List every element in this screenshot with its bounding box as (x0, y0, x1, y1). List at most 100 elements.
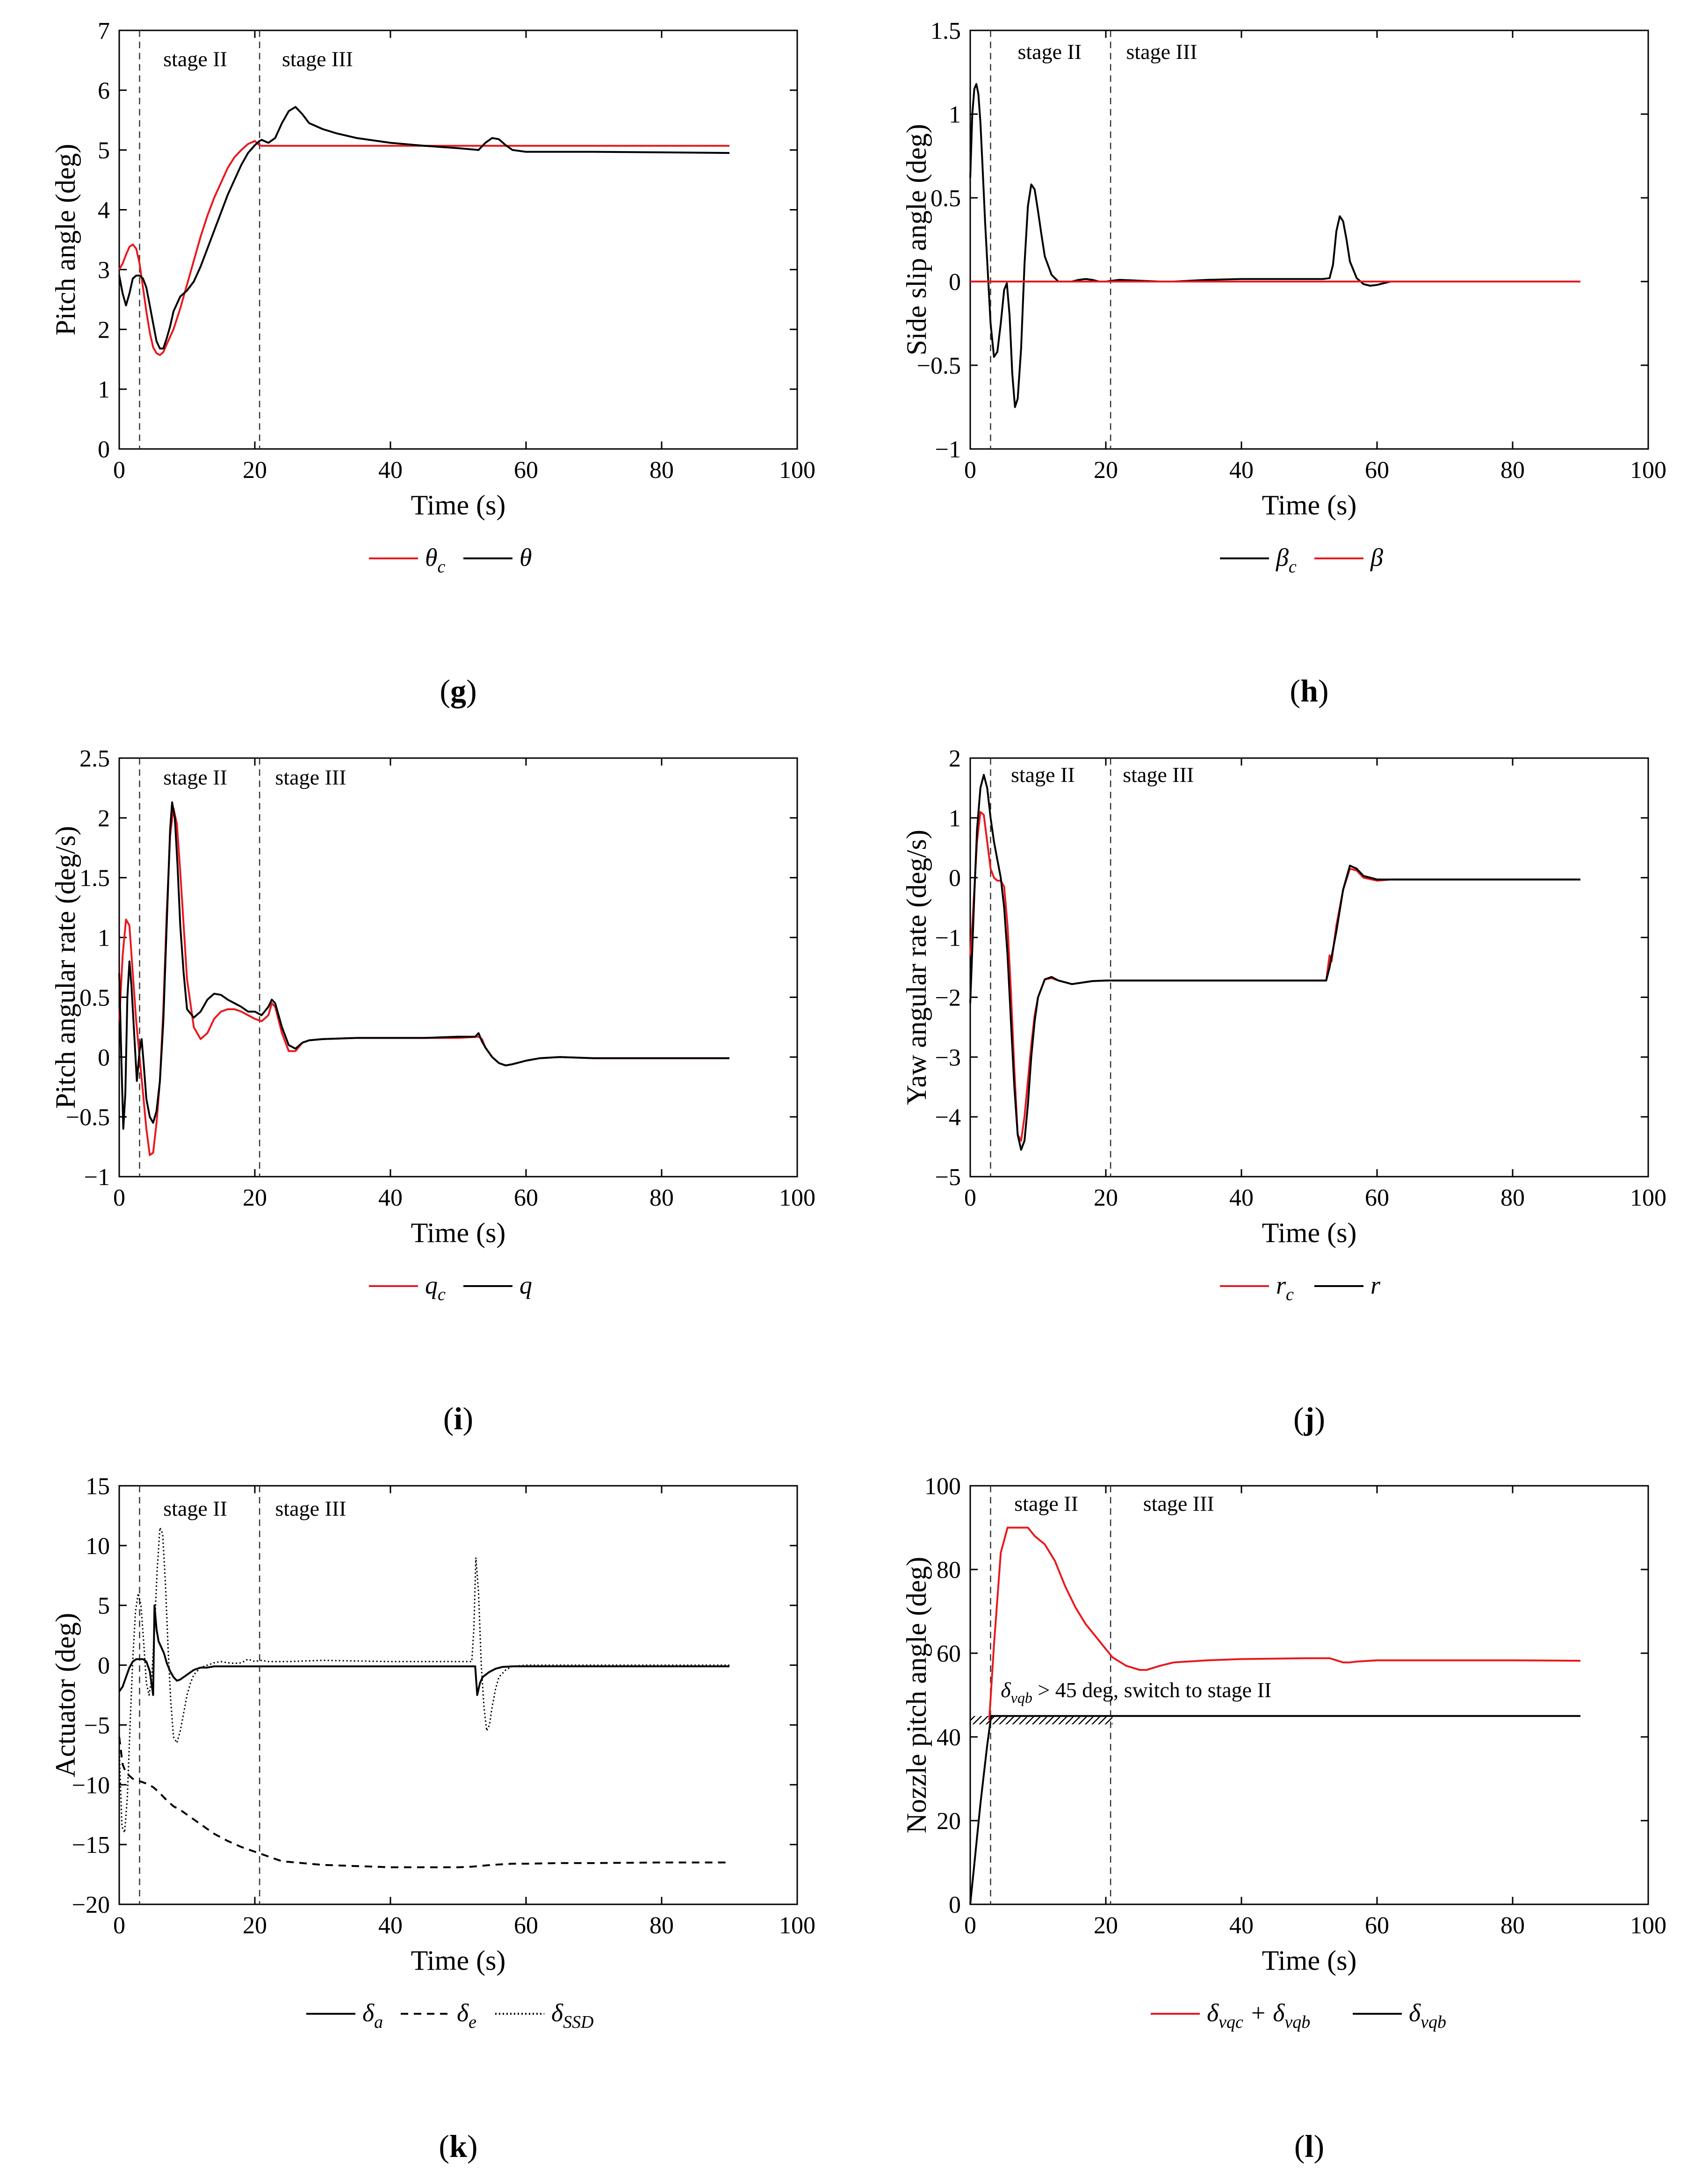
legend-entry: β (1370, 543, 1383, 571)
y-tick-label: 0 (949, 269, 961, 296)
legend-entry-part: c (1286, 1285, 1294, 1304)
stage-label: stage III (275, 1497, 346, 1520)
panel-label-open: ( (440, 673, 450, 709)
series-line-θ-c (118, 140, 729, 356)
y-tick-label: 0.5 (930, 185, 961, 212)
legend-entry: qc (425, 1271, 446, 1304)
annotation-symbol: δ (1001, 1678, 1011, 1702)
legend-entry-part: δ (362, 1999, 375, 2027)
legend-entry-part: θ (425, 543, 438, 571)
y-tick-label: 4 (98, 197, 110, 224)
y-tick-label: 20 (937, 1808, 961, 1835)
y-tick-label: 0 (98, 1044, 110, 1071)
legend-entry-part: δ (1409, 1999, 1421, 2027)
x-tick-label: 40 (378, 1912, 403, 1939)
series-line-q (118, 801, 729, 1130)
stage-label: stage III (1123, 763, 1194, 787)
panel-label-close: ) (467, 2128, 478, 2164)
legend-entry: βc (1276, 543, 1297, 577)
legend-entry-part: c (438, 557, 446, 577)
series-line-δ-a (118, 1604, 729, 1696)
x-axis-label: Time (s) (1262, 1945, 1357, 1976)
legend: δvqc + δvqb δvqb (1151, 1999, 1446, 2032)
x-tick-label: 20 (243, 457, 267, 484)
x-tick-label: 20 (1094, 1912, 1118, 1939)
x-tick-label: 60 (1365, 1912, 1389, 1939)
legend-entry-part: r (1370, 1271, 1381, 1299)
legend-entry: q (519, 1271, 532, 1299)
x-tick-label: 0 (964, 1912, 976, 1939)
x-tick-label: 80 (649, 1185, 674, 1211)
y-tick-label: 2 (98, 805, 110, 832)
x-axis-label: Time (s) (411, 1945, 506, 1976)
panel-label-close: ) (1318, 673, 1329, 709)
x-tick-label: 0 (113, 457, 125, 484)
panel-label-open: ( (439, 2128, 449, 2164)
y-tick-label: −0.5 (66, 1104, 110, 1131)
legend-entry: δa (362, 1999, 383, 2032)
legend-entry-part: e (469, 2012, 476, 2032)
y-tick-label: 1 (98, 376, 110, 403)
y-tick-label: 2 (98, 317, 110, 343)
legend: θc θ (369, 543, 532, 577)
y-tick-label: 100 (924, 1473, 961, 1500)
series-line-β-c (969, 83, 1580, 408)
legend-entry: r (1370, 1271, 1381, 1299)
legend-entry-part: r (1276, 1271, 1286, 1299)
stage-label: stage II (1018, 40, 1082, 64)
y-tick-label: 0 (949, 865, 961, 892)
y-axis-label: Pitch angle (deg) (50, 144, 81, 336)
y-axis-label: Side slip angle (deg) (901, 124, 932, 355)
y-tick-label: 15 (86, 1473, 110, 1500)
legend-entry-part: θ (519, 543, 532, 571)
y-tick-label: −10 (72, 1772, 110, 1799)
y-tick-label: −15 (72, 1832, 110, 1859)
panel-label: (i) (443, 1401, 473, 1436)
panel-label: (g) (440, 673, 476, 709)
legend-entry-part: β (1276, 543, 1289, 571)
y-tick-label: −0.5 (917, 353, 961, 379)
panel-label-letter: l (1305, 2128, 1314, 2164)
axes-box (969, 29, 1649, 450)
x-tick-label: 20 (1094, 1185, 1118, 1211)
axes-box (969, 1485, 1649, 1905)
x-tick-label: 100 (779, 457, 815, 484)
x-tick-label: 40 (1229, 1912, 1254, 1939)
panel-label: (j) (1293, 1401, 1325, 1436)
x-tick-label: 20 (243, 1185, 267, 1211)
panel-label-close: ) (466, 673, 477, 709)
chart-panel-k: 0 20 40 60 80 100 −20 −15 −10 −5 0 5 10 15 Time (s) Act… (50, 1473, 815, 2164)
series-line-δ-vqc (988, 1526, 1581, 1721)
x-axis-label: Time (s) (1262, 490, 1357, 521)
y-tick-label: 1 (949, 101, 961, 128)
chart-panel-i: 0 20 40 60 80 100 −1 −0.5 0 0.5 1 1.5 2 2.5 Time (s) Pi… (50, 745, 815, 1436)
x-tick-label: 0 (964, 457, 976, 484)
axes-box (118, 1485, 798, 1905)
panel-label-letter: j (1304, 1401, 1315, 1436)
x-tick-label: 40 (1229, 457, 1254, 484)
legend-entry-part: SSD (563, 2012, 593, 2032)
y-axis-label: Actuator (deg) (50, 1613, 81, 1778)
y-tick-label: 1 (98, 925, 110, 952)
stage-label: stage III (1126, 40, 1197, 64)
chart-panel-l: 0 20 40 60 80 100 0 20 40 60 80 100 Time (s) Nozzle p… (901, 1473, 1666, 2164)
legend-entry-part: a (374, 2012, 383, 2032)
y-tick-label: 60 (937, 1641, 961, 1667)
legend-entry-part: q (519, 1271, 532, 1299)
chart-panel-g: 0 20 40 60 80 100 0 1 2 3 4 5 6 7 Time (s) Pitch angle … (50, 18, 815, 709)
chart-panel-h: 0 20 40 60 80 100 −1 −0.5 0 0.5 1 1.5 Time (s) Side s… (901, 18, 1666, 709)
x-axis-label: Time (s) (1262, 1217, 1357, 1248)
legend-entry-part: q (425, 1271, 438, 1299)
x-tick-label: 40 (378, 1185, 403, 1211)
stage-label: stage III (275, 765, 346, 789)
stage-label: stage II (163, 47, 227, 71)
x-tick-label: 0 (113, 1912, 125, 1939)
panel-label-close: ) (1313, 2128, 1324, 2164)
panel-label-close: ) (462, 1401, 473, 1436)
series-line-δ-vqb (969, 1715, 1580, 1905)
axes-box (118, 757, 798, 1178)
x-tick-label: 80 (649, 1912, 674, 1939)
y-tick-label: 5 (98, 1593, 110, 1620)
legend-entry-part: β (1370, 543, 1383, 571)
panel-label: (h) (1290, 673, 1328, 709)
